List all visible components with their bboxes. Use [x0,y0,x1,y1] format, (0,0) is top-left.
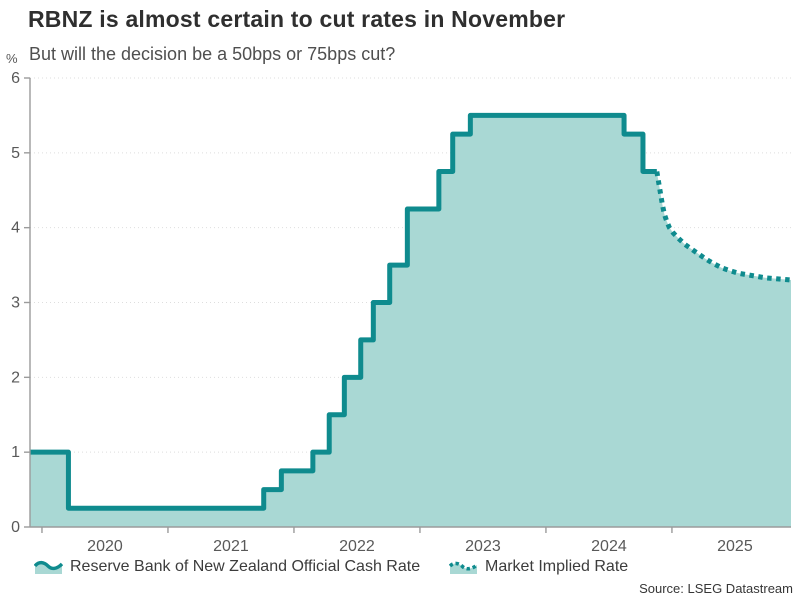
legend-label-market-implied: Market Implied Rate [485,558,629,575]
svg-text:3: 3 [11,295,20,312]
svg-text:0: 0 [11,519,20,536]
svg-text:1: 1 [11,444,20,461]
chart-subtitle: But will the decision be a 50bps or 75bp… [29,44,396,64]
legend-item-market-implied: Market Implied Rate [449,558,628,576]
y-axis-unit-label: % [6,51,18,66]
legend-item-official-cash-rate: Reserve Bank of New Zealand Official Cas… [34,558,420,576]
svg-text:5: 5 [11,145,20,162]
solid-area-swatch-icon [34,560,63,574]
svg-text:2021: 2021 [213,538,249,555]
svg-text:2022: 2022 [339,538,375,555]
svg-text:2025: 2025 [717,538,753,555]
svg-text:2023: 2023 [465,538,501,555]
chart-legend: Reserve Bank of New Zealand Official Cas… [0,558,801,578]
svg-text:4: 4 [11,220,20,237]
svg-text:2024: 2024 [591,538,627,555]
source-attribution: Source: LSEG Datastream [639,581,793,596]
legend-label-official-cash-rate: Reserve Bank of New Zealand Official Cas… [70,558,421,575]
svg-text:2: 2 [11,369,20,386]
svg-text:2020: 2020 [87,538,123,555]
chart-title: RBNZ is almost certain to cut rates in N… [28,6,566,32]
svg-text:6: 6 [11,70,20,87]
dotted-line-swatch-icon [449,561,478,574]
